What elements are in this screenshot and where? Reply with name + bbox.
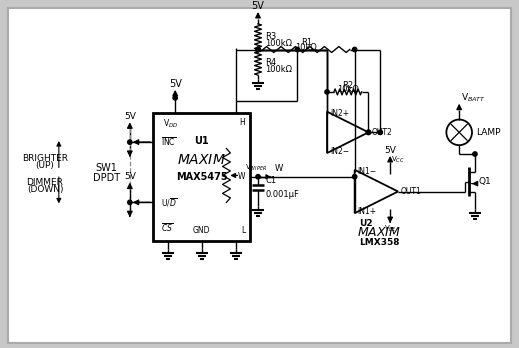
Text: 5V: 5V — [124, 112, 136, 121]
Circle shape — [256, 175, 260, 179]
Text: U2: U2 — [360, 219, 373, 228]
Circle shape — [352, 175, 357, 179]
Text: C1: C1 — [266, 176, 277, 184]
Text: LMX358: LMX358 — [360, 238, 400, 247]
Text: U/$\overline{D}$: U/$\overline{D}$ — [161, 196, 177, 209]
Text: IN2+: IN2+ — [330, 109, 349, 118]
Text: GND: GND — [193, 226, 211, 235]
Text: IN1−: IN1− — [358, 167, 377, 176]
Text: 100kΩ: 100kΩ — [265, 39, 292, 48]
Circle shape — [173, 96, 177, 100]
Circle shape — [256, 47, 260, 52]
Circle shape — [352, 47, 357, 52]
Text: V$_{EE}$: V$_{EE}$ — [384, 224, 397, 234]
Circle shape — [256, 47, 260, 52]
Circle shape — [256, 47, 260, 52]
Circle shape — [128, 140, 132, 144]
Text: 10kΩ: 10kΩ — [337, 86, 359, 94]
Text: R2: R2 — [342, 80, 353, 89]
Text: R4: R4 — [265, 58, 276, 67]
Circle shape — [473, 152, 477, 156]
FancyBboxPatch shape — [8, 8, 511, 343]
Text: 5V: 5V — [384, 145, 396, 155]
Text: R1: R1 — [301, 38, 312, 47]
Text: L: L — [241, 226, 245, 235]
Circle shape — [128, 200, 132, 205]
Text: OUT2: OUT2 — [372, 128, 392, 137]
Text: R3: R3 — [265, 32, 276, 41]
Text: MAX5475: MAX5475 — [176, 172, 228, 182]
Text: BRIGHTER: BRIGHTER — [22, 154, 68, 163]
Bar — [154, 113, 250, 241]
Circle shape — [256, 47, 260, 52]
Text: $\overline{CS}$: $\overline{CS}$ — [161, 223, 173, 235]
Text: V$_{DD}$: V$_{DD}$ — [163, 118, 179, 130]
Text: SW1: SW1 — [95, 163, 117, 173]
Text: IN2−: IN2− — [330, 147, 349, 156]
Text: 5V: 5V — [169, 79, 182, 89]
Text: W: W — [275, 164, 283, 173]
Text: DIMMER: DIMMER — [26, 177, 63, 187]
Text: DPDT: DPDT — [92, 173, 120, 183]
Text: 5V: 5V — [124, 172, 136, 181]
Text: $\overline{\rm INC}$: $\overline{\rm INC}$ — [161, 136, 176, 148]
Text: 0.001µF: 0.001µF — [266, 190, 300, 199]
Text: U1: U1 — [195, 136, 209, 146]
Text: V$_{BATT}$: V$_{BATT}$ — [461, 92, 486, 104]
Circle shape — [325, 90, 329, 94]
Text: IN1+: IN1+ — [358, 207, 377, 216]
Text: 100kΩ: 100kΩ — [265, 65, 292, 74]
Circle shape — [366, 130, 371, 135]
Text: V$_{WIPER}$: V$_{WIPER}$ — [245, 163, 267, 173]
Text: 10kΩ: 10kΩ — [295, 43, 317, 52]
Text: H: H — [239, 118, 245, 127]
Text: 5V: 5V — [252, 1, 265, 11]
Circle shape — [378, 130, 383, 135]
Text: $\mathit{MAXIM}$: $\mathit{MAXIM}$ — [177, 153, 226, 167]
Text: (DOWN): (DOWN) — [27, 185, 63, 195]
Text: Q1: Q1 — [479, 177, 491, 186]
Circle shape — [295, 47, 299, 52]
Text: V$_{CC}$: V$_{CC}$ — [391, 155, 405, 165]
Text: $\mathit{MAXIM}$: $\mathit{MAXIM}$ — [357, 227, 401, 239]
Circle shape — [366, 130, 371, 135]
Text: OUT1: OUT1 — [401, 187, 422, 196]
Text: (UP): (UP) — [36, 161, 54, 170]
Text: LAMP: LAMP — [476, 128, 500, 137]
Text: W: W — [238, 172, 245, 181]
